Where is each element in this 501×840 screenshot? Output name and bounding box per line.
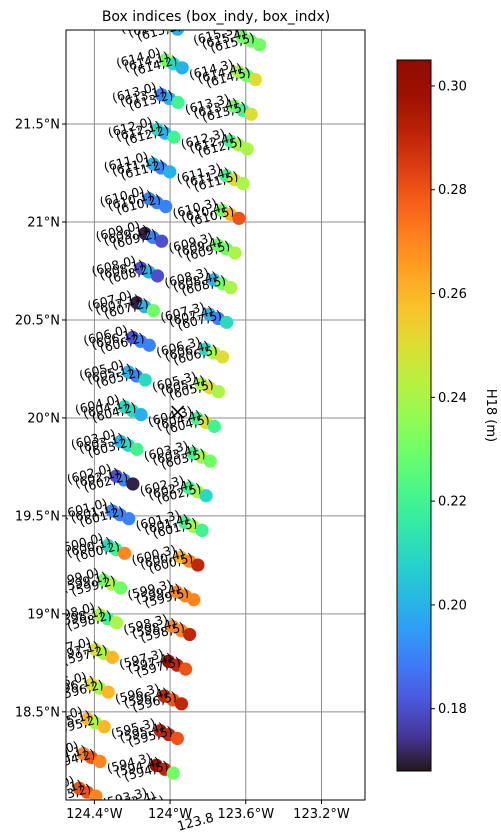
point-614-5 <box>248 72 262 87</box>
point-612-2 <box>167 130 181 144</box>
point-607-2 <box>146 303 160 318</box>
colorbar-tick-label: 0.20 <box>438 598 467 613</box>
point-603-2 <box>130 442 144 456</box>
y-tick-label: 19.5°N <box>15 509 60 524</box>
point-label-593-0: (593,0) <box>28 773 76 799</box>
point-label-593-2: (593,2) <box>45 780 93 806</box>
colorbar-tick-label: 0.18 <box>438 702 467 717</box>
point-595-2 <box>97 720 111 734</box>
chart-title: Box indices (box_indy, box_indx) <box>102 9 330 25</box>
plot-frame <box>65 29 366 801</box>
colorbar: 0.18 0.20 0.22 0.24 0.26 0.28 0.30 H18 (m) <box>396 59 498 772</box>
point-613-2 <box>171 95 185 110</box>
data-points <box>72 30 267 800</box>
point-599-5 <box>187 593 201 607</box>
cross-marker <box>171 405 185 419</box>
point-607-5 <box>220 315 234 329</box>
point-610-5 <box>232 211 246 225</box>
y-tick-label: 18.5°N <box>15 705 60 720</box>
colorbar-gradient <box>396 59 432 772</box>
point-594-2 <box>93 754 107 769</box>
point-606-5 <box>215 350 230 364</box>
point-label-593-4: (593,4) <box>110 788 158 814</box>
colorbar-tick-label: 0.26 <box>438 287 467 302</box>
point-602-5 <box>199 489 213 503</box>
point-601-2 <box>122 512 136 526</box>
point-605-5 <box>211 385 226 399</box>
colorbar-tick-label: 0.22 <box>438 495 467 510</box>
colorbar-tick-label: 0.30 <box>438 79 467 94</box>
point-610-2 <box>159 199 173 214</box>
x-tick-label: 124°W <box>148 807 192 822</box>
colorbar-tick-label: 0.24 <box>438 391 467 406</box>
point-615-5 <box>252 38 267 52</box>
point-605-2 <box>138 373 152 387</box>
point-597-2 <box>105 650 119 664</box>
point-597-5 <box>178 662 193 676</box>
axes: 124.4°W 124°W 123.6°W 123.2°W123.818.5°N19°… <box>15 118 350 835</box>
point-609-5 <box>228 246 242 260</box>
point-611-5 <box>236 177 250 191</box>
point-613-5 <box>244 107 258 121</box>
point-595-5 <box>170 731 184 746</box>
x-tick-label: 124.4°W <box>66 807 123 822</box>
point-600-2 <box>118 546 132 560</box>
y-tick-label: 20°N <box>27 411 60 426</box>
point-608-5 <box>224 281 238 295</box>
point-603-5 <box>203 454 217 468</box>
colorbar-tick-label: 0.28 <box>438 183 467 198</box>
point-604-5 <box>207 419 221 433</box>
point-601-5 <box>195 523 209 538</box>
point-606-2 <box>142 338 156 352</box>
point-608-2 <box>150 269 165 283</box>
x-tick-label: 123.2°W <box>293 807 350 822</box>
point-594-5 <box>166 766 180 780</box>
point-598-2 <box>109 616 124 630</box>
y-tick-label: 21.5°N <box>15 118 60 133</box>
plot-area: (593,0)(593,1)(593,2) (593,3)(593,4)(593,… <box>15 29 366 835</box>
point-599-2 <box>113 581 128 595</box>
point-609-2 <box>155 234 169 248</box>
point-600-5 <box>191 558 205 572</box>
grid <box>66 30 365 800</box>
point-614-2 <box>175 61 189 75</box>
point-596-5 <box>174 697 189 711</box>
point-602-2 <box>126 477 140 491</box>
y-tick-label: 19°N <box>27 607 60 622</box>
point-604-2 <box>134 408 148 422</box>
point-593-2 <box>89 789 103 800</box>
point-596-2 <box>101 685 115 699</box>
point-611-2 <box>163 165 177 179</box>
point-598-5 <box>183 627 197 642</box>
point-615-1 <box>170 30 185 36</box>
point-612-5 <box>240 142 254 156</box>
colorbar-label: H18 (m) <box>483 389 498 442</box>
x-tick-label: 123.6°W <box>217 807 274 822</box>
y-tick-label: 20.5°N <box>15 313 60 328</box>
y-tick-label: 21°N <box>27 216 60 231</box>
